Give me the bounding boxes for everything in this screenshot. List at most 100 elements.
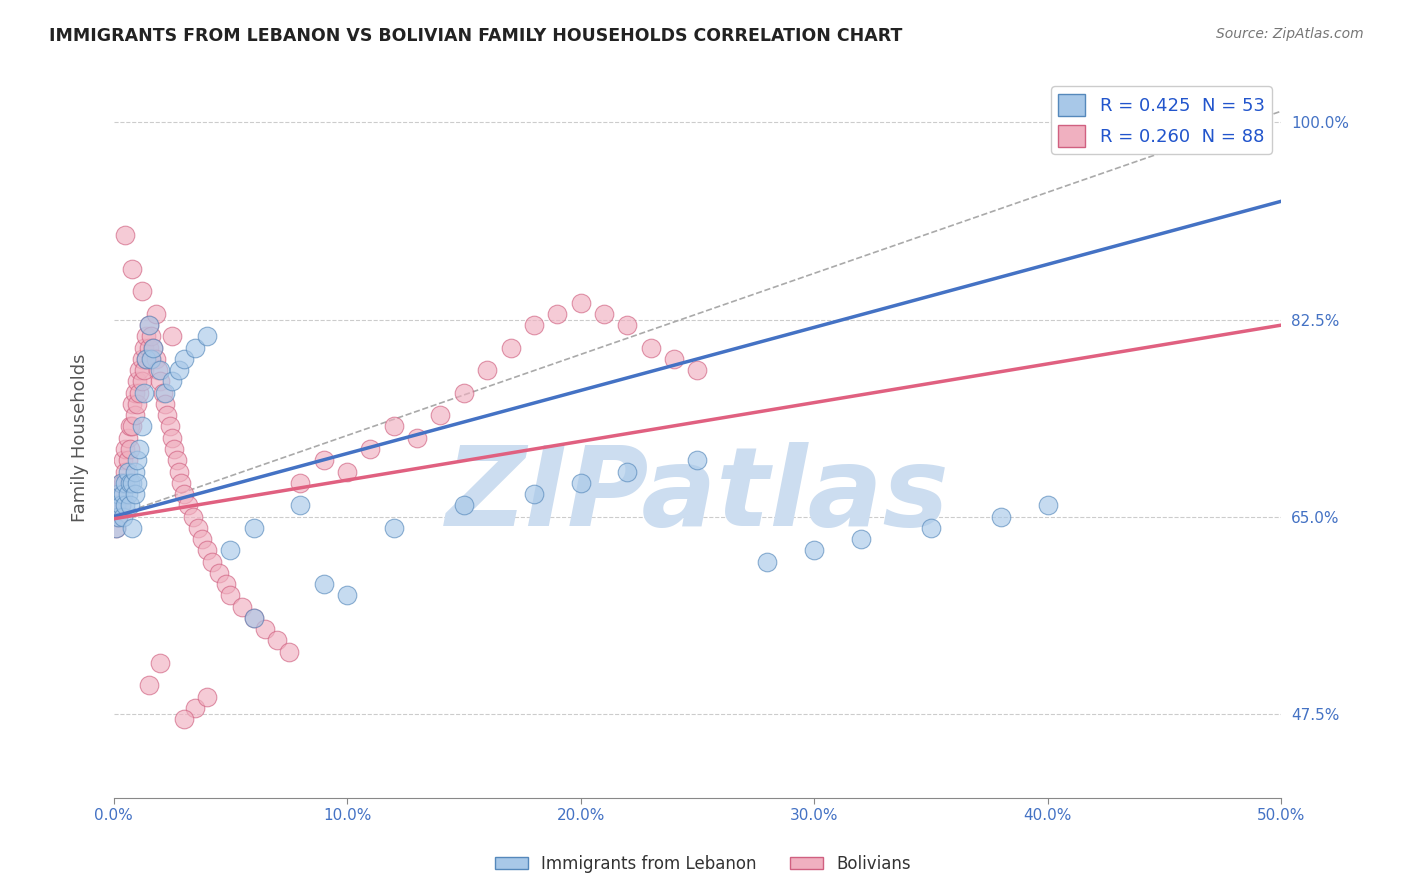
Point <box>107 509 129 524</box>
Point <box>616 465 638 479</box>
Point <box>128 363 150 377</box>
Point <box>132 363 155 377</box>
Point <box>128 385 150 400</box>
Point <box>118 475 141 490</box>
Point <box>139 351 162 366</box>
Legend: Immigrants from Lebanon, Bolivians: Immigrants from Lebanon, Bolivians <box>488 848 918 880</box>
Point <box>242 521 264 535</box>
Point <box>104 498 127 512</box>
Point <box>499 341 522 355</box>
Point <box>153 385 176 400</box>
Point <box>207 566 229 580</box>
Point <box>114 442 136 456</box>
Point <box>453 385 475 400</box>
Point <box>254 622 277 636</box>
Point <box>111 509 134 524</box>
Point <box>277 645 299 659</box>
Point <box>104 498 127 512</box>
Point <box>110 475 132 490</box>
Point <box>111 475 134 490</box>
Point <box>132 341 155 355</box>
Point <box>125 475 148 490</box>
Point <box>121 521 143 535</box>
Point <box>1036 498 1059 512</box>
Point <box>195 690 218 704</box>
Point <box>139 351 162 366</box>
Point <box>111 487 134 501</box>
Point <box>686 453 709 467</box>
Point <box>173 487 195 501</box>
Point <box>125 453 148 467</box>
Point <box>107 509 129 524</box>
Point <box>131 351 153 366</box>
Point <box>242 611 264 625</box>
Point <box>195 543 218 558</box>
Point <box>242 611 264 625</box>
Point <box>121 475 143 490</box>
Point <box>131 375 153 389</box>
Point <box>132 385 155 400</box>
Point <box>219 543 242 558</box>
Point <box>125 375 148 389</box>
Point <box>593 307 616 321</box>
Point <box>114 465 136 479</box>
Point <box>184 701 207 715</box>
Point <box>131 285 153 299</box>
Point <box>159 419 181 434</box>
Point <box>803 543 825 558</box>
Point <box>117 465 139 479</box>
Point <box>107 487 129 501</box>
Point <box>149 375 172 389</box>
Point <box>170 475 193 490</box>
Point <box>118 442 141 456</box>
Point <box>184 341 207 355</box>
Point <box>121 419 143 434</box>
Point <box>135 329 157 343</box>
Point <box>124 409 146 423</box>
Point <box>110 498 132 512</box>
Point <box>616 318 638 333</box>
Text: ZIPatlas: ZIPatlas <box>446 442 949 549</box>
Point <box>117 453 139 467</box>
Point <box>118 498 141 512</box>
Point <box>153 397 176 411</box>
Point <box>359 442 381 456</box>
Point <box>312 577 335 591</box>
Point <box>166 453 188 467</box>
Point <box>138 318 160 333</box>
Point <box>523 318 546 333</box>
Point <box>231 599 253 614</box>
Point <box>756 555 779 569</box>
Point <box>114 475 136 490</box>
Point <box>187 521 209 535</box>
Point <box>290 475 312 490</box>
Point <box>195 329 218 343</box>
Point <box>110 498 132 512</box>
Point <box>214 577 236 591</box>
Point <box>114 498 136 512</box>
Point <box>160 329 183 343</box>
Point <box>111 453 134 467</box>
Point <box>138 318 160 333</box>
Point <box>139 329 162 343</box>
Point <box>124 487 146 501</box>
Point <box>121 397 143 411</box>
Point <box>138 678 160 692</box>
Point <box>124 465 146 479</box>
Point <box>382 521 405 535</box>
Point <box>569 295 592 310</box>
Point <box>117 431 139 445</box>
Point <box>145 307 167 321</box>
Point <box>167 465 190 479</box>
Point <box>131 419 153 434</box>
Point <box>146 363 169 377</box>
Point <box>128 442 150 456</box>
Point <box>142 341 165 355</box>
Point <box>382 419 405 434</box>
Point <box>640 341 662 355</box>
Point <box>173 351 195 366</box>
Point <box>569 475 592 490</box>
Point <box>201 555 224 569</box>
Point <box>104 521 127 535</box>
Text: IMMIGRANTS FROM LEBANON VS BOLIVIAN FAMILY HOUSEHOLDS CORRELATION CHART: IMMIGRANTS FROM LEBANON VS BOLIVIAN FAMI… <box>49 27 903 45</box>
